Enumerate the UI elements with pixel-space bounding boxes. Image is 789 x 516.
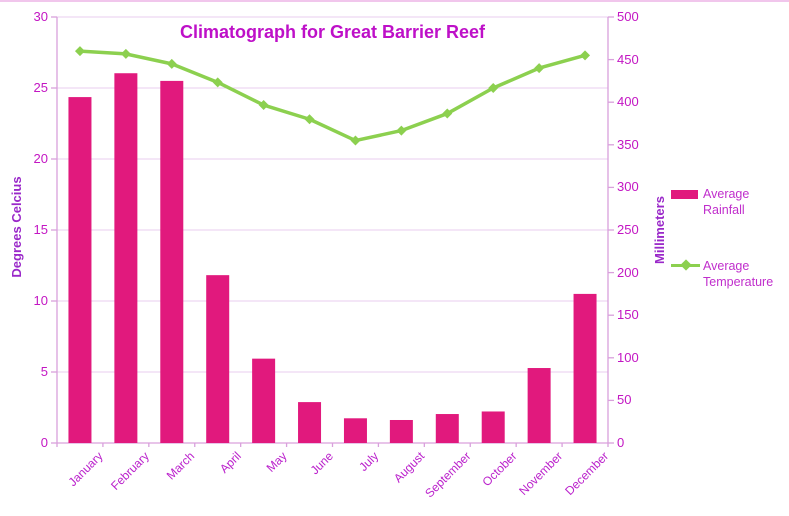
legend-item-rainfall: Average Rainfall (671, 186, 785, 218)
legend-rainfall-label: Average Rainfall (703, 187, 750, 217)
temperature-swatch-icon (671, 258, 700, 272)
y-left-tick-30: 30 (33, 9, 48, 24)
temperature-marker-february (120, 48, 131, 59)
rainfall-bar-february (114, 73, 138, 444)
y-left-tick-0: 0 (40, 435, 48, 450)
y-right-tick-500: 500 (617, 9, 639, 24)
rainfall-bar-march (160, 80, 184, 444)
y-left-tick-10: 10 (33, 293, 48, 308)
rainfall-swatch-icon (671, 190, 698, 199)
temperature-marker-september (442, 108, 453, 119)
temperature-marker-august (396, 125, 407, 136)
y-right-tick-0: 0 (617, 435, 625, 450)
rainfall-bar-april (206, 275, 230, 443)
temperature-marker-april (212, 77, 223, 88)
y-right-tick-400: 400 (617, 94, 639, 110)
y-right-tick-200: 200 (617, 264, 639, 280)
rainfall-bar-july (343, 418, 367, 443)
y-right-tick-250: 250 (617, 222, 639, 237)
temperature-marker-december (580, 50, 591, 61)
temperature-marker-january (74, 46, 85, 57)
y-right-tick-100: 100 (617, 349, 639, 365)
temperature-marker-october (488, 83, 499, 93)
temperature-line (78, 49, 587, 143)
temperature-marker-july (350, 135, 361, 146)
y-left-tick-15: 15 (33, 222, 48, 237)
rainfall-bar-september (435, 414, 459, 443)
y-right-tick-150: 150 (617, 307, 639, 323)
y-left-tick-25: 25 (33, 80, 48, 95)
y-right-tick-350: 350 (617, 136, 639, 152)
temperature-diamond-icon (680, 259, 692, 271)
rainfall-bar-january (68, 97, 92, 443)
legend-temperature-label: Average Temperature (703, 259, 774, 289)
legend-item-temperature: Average Temperature (671, 258, 785, 290)
rainfall-bar-august (389, 419, 413, 443)
y-right-tick-450: 450 (617, 51, 639, 67)
temperature-marker-june (304, 114, 315, 125)
rainfall-bar-june (298, 402, 322, 443)
y-right-tick-300: 300 (617, 179, 639, 195)
chart-title: Climatograph for Great Barrier Reef (179, 22, 486, 42)
rainfall-bar-october (481, 411, 505, 443)
y-left-tick-5: 5 (40, 364, 48, 379)
y-right-tick-50: 50 (617, 392, 632, 408)
rainfall-bar-may (252, 358, 276, 443)
y-left-tick-20: 20 (33, 151, 48, 166)
rainfall-bar-november (527, 368, 551, 443)
temperature-marker-may (258, 100, 269, 111)
temperature-marker-march (166, 58, 177, 69)
temperature-marker-november (534, 63, 545, 74)
rainfall-bar-december (573, 293, 597, 443)
